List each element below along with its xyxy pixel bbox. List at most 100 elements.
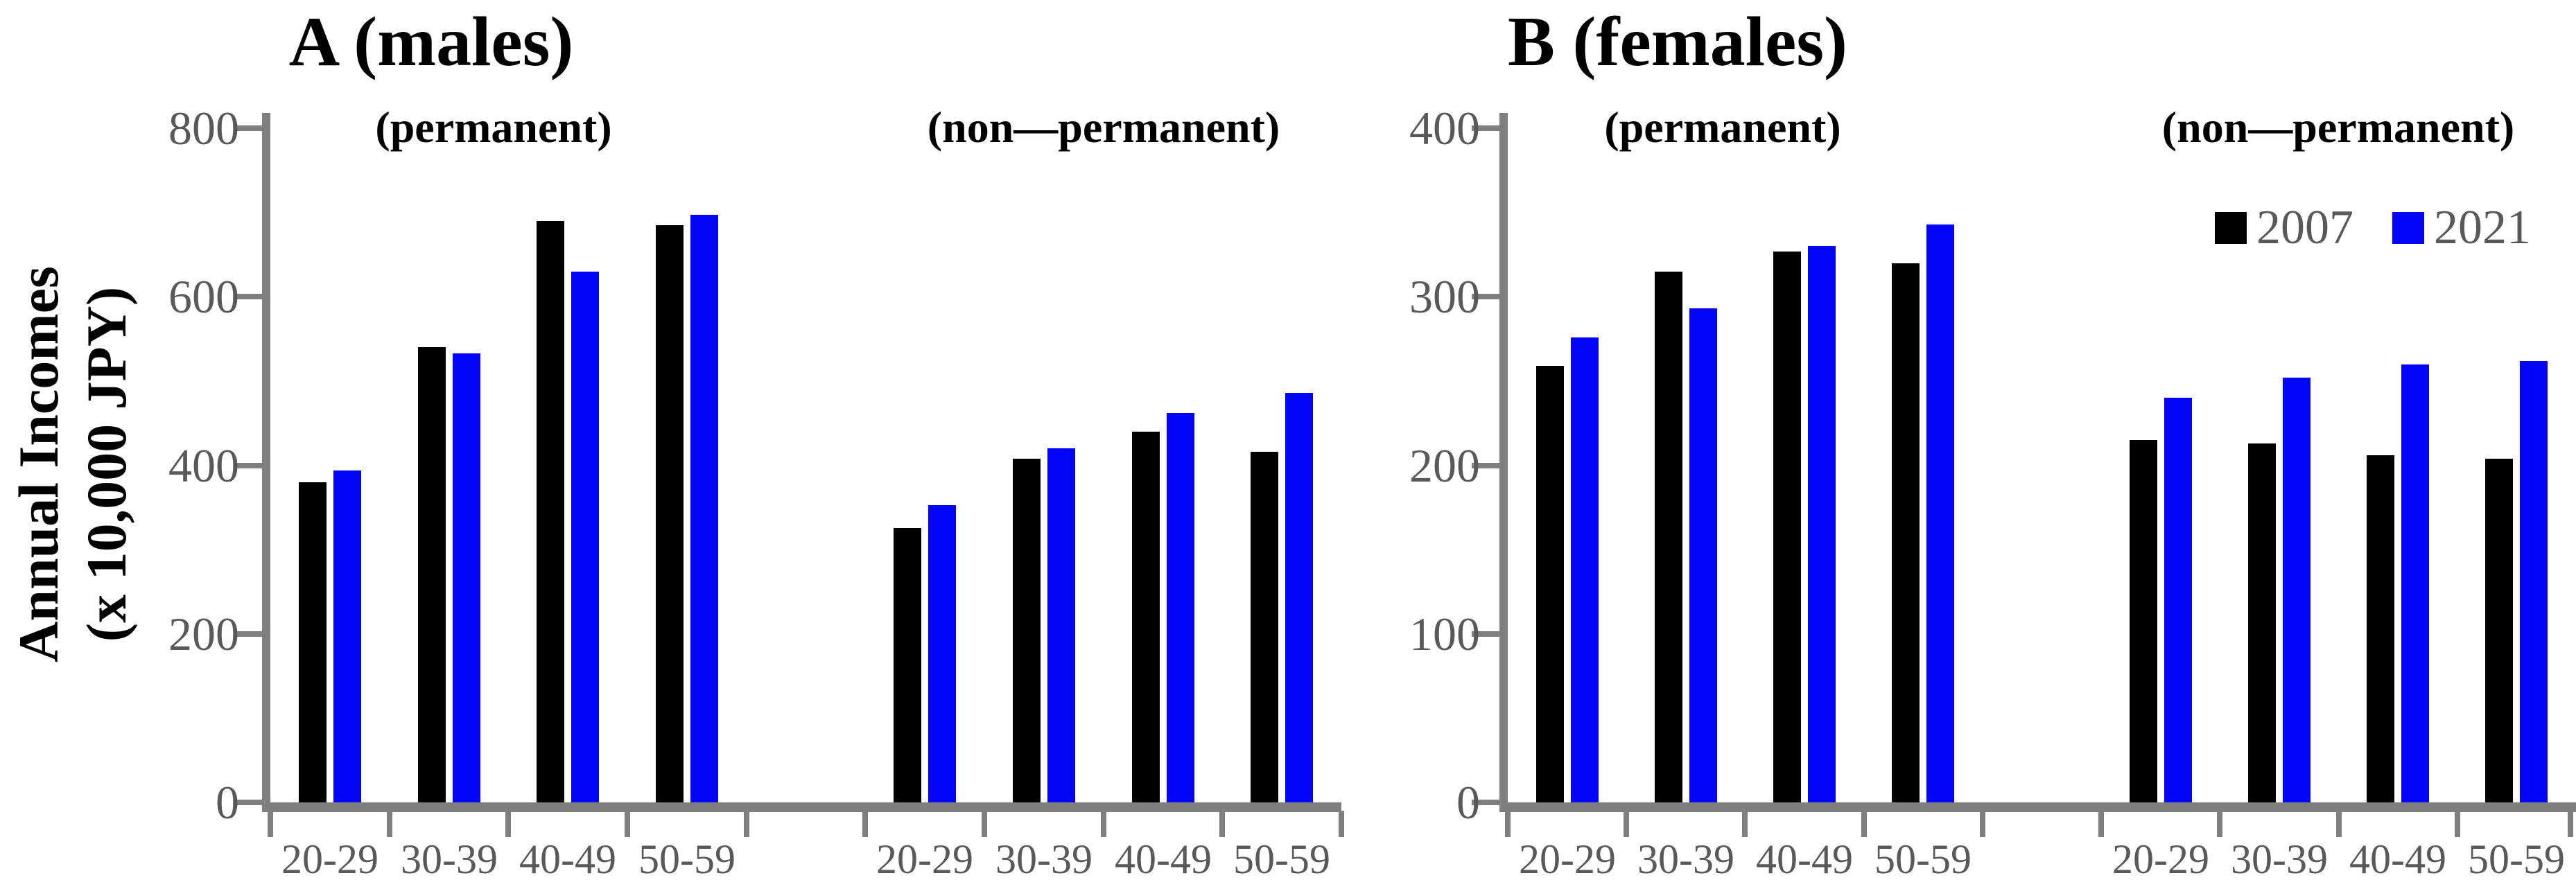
chart-b-x-tick-mark [2455, 811, 2460, 837]
chart-a-y-tick-label: 200 [168, 608, 239, 660]
chart-b-y-axis-line [1499, 113, 1508, 812]
chart-a-permanent-label: (permanent) [375, 103, 612, 152]
chart-a-non-permanent-label: (non—permanent) [927, 103, 1280, 152]
chart-b-y-tick-label: 300 [1409, 270, 1480, 323]
chart-a-non-permanent-bar-2007-20-29 [894, 528, 921, 802]
chart-b-x-tick-mark [1742, 811, 1748, 837]
chart-a-x-tick-mark [625, 811, 630, 837]
chart-b-non-permanent-bar-2007-30-39 [2248, 443, 2276, 802]
chart-b-x-tick-mark [1624, 811, 1629, 837]
legend-label-2007: 2007 [2256, 201, 2353, 254]
chart-b-non-permanent-bar-2021-40-49 [2401, 364, 2429, 802]
chart-a-x-category-label: 40-49 [519, 836, 616, 882]
chart-b-x-category-label: 20-29 [1519, 836, 1616, 882]
chart-a-x-tick-mark [387, 811, 392, 837]
chart-b-x-category-label: 50-59 [2468, 836, 2565, 882]
chart-b-non-permanent-bar-2021-20-29 [2164, 398, 2192, 802]
chart-b-x-tick-mark [1505, 811, 1511, 837]
chart-b-title: B (females) [1508, 3, 1847, 81]
chart-a-x-category-label: 30-39 [995, 836, 1093, 882]
chart-b-y-tick-label: 400 [1409, 102, 1480, 155]
chart-a-non-permanent-bar-2021-50-59 [1285, 393, 1313, 802]
chart-a-non-permanent-bar-2021-20-29 [928, 505, 956, 802]
chart-b-x-tick-mark [2217, 811, 2222, 837]
chart-a-x-category-label: 30-39 [401, 836, 498, 882]
legend-swatch-2007 [2215, 212, 2247, 244]
chart-a-x-category-label: 40-49 [1115, 836, 1212, 882]
chart-a-x-tick-mark [1219, 811, 1225, 837]
chart-b-permanent-bar-2007-30-39 [1655, 272, 1682, 802]
chart-b-permanent-bar-2007-40-49 [1773, 252, 1801, 802]
chart-b-x-axis-line [1499, 802, 2576, 812]
chart-b-x-tick-mark [2098, 811, 2104, 837]
chart-a-x-category-label: 50-59 [1233, 836, 1330, 882]
chart-b-permanent-bar-2021-40-49 [1808, 246, 1836, 802]
chart-b-permanent-bar-2021-50-59 [1926, 225, 1954, 802]
chart-b-x-category-label: 20-29 [2112, 836, 2209, 882]
chart-a-x-category-label: 50-59 [638, 836, 736, 882]
chart-a-permanent-bar-2007-50-59 [656, 225, 684, 802]
chart-a-y-axis-line [262, 113, 270, 812]
chart-b-permanent-bar-2007-50-59 [1892, 263, 1920, 802]
chart-b-x-category-label: 30-39 [1637, 836, 1734, 882]
chart-a-non-permanent-bar-2007-50-59 [1251, 452, 1278, 802]
chart-b-permanent-bar-2021-20-29 [1571, 337, 1599, 802]
chart-a-permanent-bar-2021-50-59 [690, 215, 718, 802]
chart-a-y-tick-mark [234, 463, 262, 468]
chart-a-x-tick-mark [505, 811, 511, 837]
chart-b-y-tick-mark [1472, 800, 1499, 805]
chart-a-x-category-label: 20-29 [281, 836, 378, 882]
chart-b-y-tick-label: 0 [1456, 776, 1480, 829]
chart-a-non-permanent-bar-2007-40-49 [1132, 432, 1160, 802]
chart-b-non-permanent-bar-2021-50-59 [2520, 361, 2548, 802]
chart-a-x-axis-line [262, 802, 1341, 812]
chart-a-permanent-bar-2021-20-29 [333, 470, 361, 802]
chart-b-x-category-label: 30-39 [2231, 836, 2328, 882]
chart-a-y-tick-label: 400 [168, 439, 239, 492]
chart-a-non-permanent-bar-2021-40-49 [1167, 413, 1194, 802]
chart-a-x-tick-mark [268, 811, 273, 837]
chart-a-y-tick-mark [234, 631, 262, 637]
chart-b-x-tick-mark [2336, 811, 2342, 837]
chart-b-y-tick-label: 100 [1409, 608, 1480, 660]
chart-b-x-tick-mark [1861, 811, 1867, 837]
chart-a-y-tick-label: 800 [168, 102, 239, 155]
chart-a-non-permanent-bar-2021-30-39 [1047, 448, 1075, 802]
chart-a-y-tick-mark [234, 294, 262, 299]
chart-b-y-tick-mark [1472, 294, 1499, 299]
legend-label-2021: 2021 [2434, 201, 2531, 254]
chart-a-title: A (males) [288, 3, 574, 81]
chart-b-non-permanent-bar-2007-50-59 [2485, 459, 2513, 802]
chart-b-non-permanent-bar-2007-20-29 [2130, 440, 2157, 802]
chart-a-permanent-bar-2021-30-39 [453, 353, 480, 802]
chart-a-permanent-bar-2007-20-29 [299, 482, 327, 802]
chart-a-x-tick-mark [744, 811, 749, 837]
chart-b-x-tick-mark [2568, 811, 2573, 837]
legend-swatch-2021 [2392, 212, 2424, 244]
chart-a-x-category-label: 20-29 [876, 836, 973, 882]
chart-b-y-tick-label: 200 [1409, 439, 1480, 492]
chart-b-x-category-label: 50-59 [1874, 836, 1972, 882]
chart-b-non-permanent-bar-2007-40-49 [2367, 455, 2394, 802]
chart-b-x-tick-mark [1980, 811, 1985, 837]
legend: 2007 2021 [2215, 201, 2531, 254]
chart-b-y-tick-mark [1472, 463, 1499, 468]
chart-b-x-category-label: 40-49 [1756, 836, 1853, 882]
chart-a-x-tick-mark [862, 811, 868, 837]
chart-a-non-permanent-bar-2007-30-39 [1013, 459, 1041, 802]
chart-a-y-tick-mark [234, 125, 262, 131]
chart-b-y-tick-mark [1472, 125, 1499, 131]
chart-b-non-permanent-bar-2021-30-39 [2283, 378, 2310, 802]
chart-b-x-category-label: 40-49 [2349, 836, 2446, 882]
chart-a-permanent-bar-2007-40-49 [537, 221, 564, 802]
chart-a-y-tick-label: 600 [168, 270, 239, 323]
chart-a-y-tick-label: 0 [216, 776, 239, 829]
chart-a-x-tick-mark [982, 811, 987, 837]
chart-b-non-permanent-label: (non—permanent) [2161, 103, 2515, 152]
chart-a-x-tick-mark [1339, 811, 1344, 837]
chart-a-x-tick-mark [1101, 811, 1106, 837]
chart-a-y-tick-mark [234, 800, 262, 805]
chart-b-permanent-bar-2007-20-29 [1536, 366, 1564, 802]
chart-b-y-tick-mark [1472, 631, 1499, 637]
